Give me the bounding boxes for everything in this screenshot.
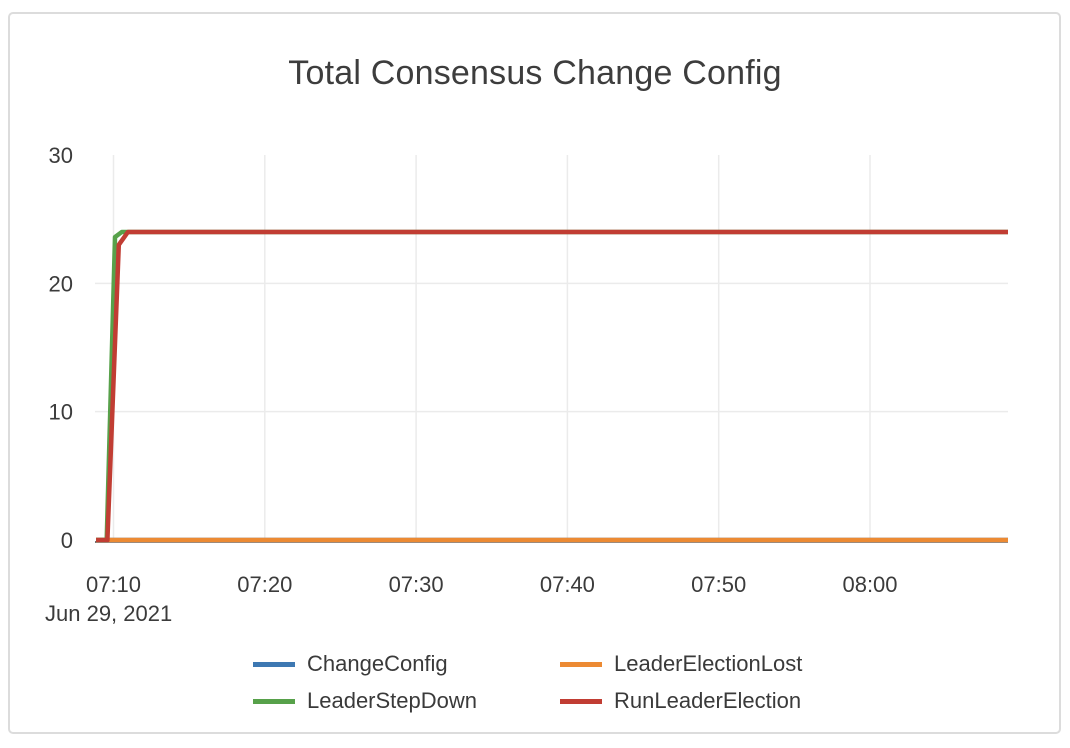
legend-item-label: RunLeaderElection — [614, 688, 802, 713]
legend-item-label: LeaderElectionLost — [614, 651, 803, 676]
x-tick-label: 07:10 — [86, 572, 141, 597]
legend-item-RunLeaderElection[interactable]: RunLeaderElection — [560, 688, 802, 714]
legend-item-label: LeaderStepDown — [307, 688, 478, 713]
legend-item-label: ChangeConfig — [307, 651, 448, 676]
legend-item-ChangeConfig[interactable]: ChangeConfig — [253, 651, 560, 677]
legend-line-swatch — [253, 661, 295, 667]
legend: ChangeConfig LeaderElectionLost LeaderStep… — [253, 651, 802, 714]
legend-line-swatch — [253, 698, 295, 704]
x-tick-label: 07:30 — [389, 572, 444, 597]
x-tick-label: 07:40 — [540, 572, 595, 597]
legend-item-LeaderStepDown[interactable]: LeaderStepDown — [253, 688, 560, 714]
x-tick-label: 08:00 — [842, 572, 897, 597]
series-line-LeaderStepDown[interactable] — [96, 229, 1008, 543]
y-tick-label: 0 — [61, 528, 73, 553]
legend-line-swatch — [560, 698, 602, 704]
chart-title: Total Consensus Change Config — [288, 54, 782, 92]
x-axis-date-label: Jun 29, 2021 — [45, 601, 173, 626]
x-tick-label: 07:20 — [237, 572, 292, 597]
y-tick-label: 30 — [49, 143, 73, 168]
series-line-RunLeaderElection[interactable] — [96, 229, 1008, 543]
y-tick-label: 20 — [49, 271, 73, 296]
y-tick-label: 10 — [49, 400, 73, 425]
legend-line-swatch — [560, 661, 602, 667]
chart-card — [8, 12, 1061, 734]
legend-item-LeaderElectionLost[interactable]: LeaderElectionLost — [560, 651, 802, 677]
x-tick-label: 07:50 — [691, 572, 746, 597]
